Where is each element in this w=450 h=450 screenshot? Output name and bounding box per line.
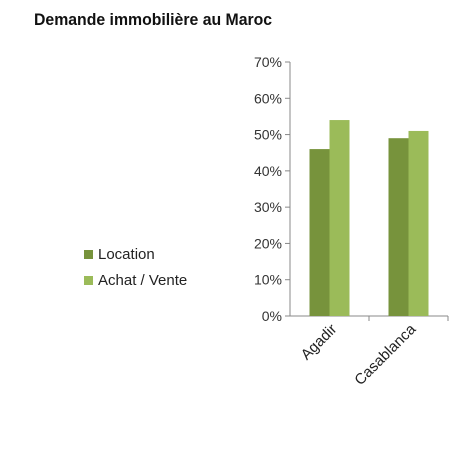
legend-item-location: Location	[84, 245, 187, 263]
x-category-label: Agadir	[298, 321, 341, 364]
y-tick-label: 10%	[254, 272, 282, 288]
legend-label-location: Location	[98, 245, 155, 263]
y-tick-label: 50%	[254, 127, 282, 143]
chart-title: Demande immobilière au Maroc	[34, 10, 273, 29]
y-tick-label: 0%	[262, 308, 282, 324]
legend: Location Achat / Vente	[84, 245, 187, 297]
bar	[408, 130, 429, 316]
y-tick-label: 70%	[254, 54, 282, 70]
bar	[388, 138, 409, 316]
x-category-label: Casablanca	[351, 320, 420, 389]
legend-item-achat-vente: Achat / Vente	[84, 271, 187, 289]
legend-label-achat-vente: Achat / Vente	[98, 271, 188, 289]
bar	[309, 149, 330, 316]
y-tick-label: 40%	[254, 163, 282, 179]
legend-swatch-achat-vente	[84, 275, 93, 285]
y-tick-label: 30%	[254, 199, 282, 215]
y-tick-label: 60%	[254, 90, 282, 106]
bar	[329, 120, 350, 316]
y-tick-label: 20%	[254, 235, 282, 251]
legend-swatch-location	[84, 249, 93, 259]
